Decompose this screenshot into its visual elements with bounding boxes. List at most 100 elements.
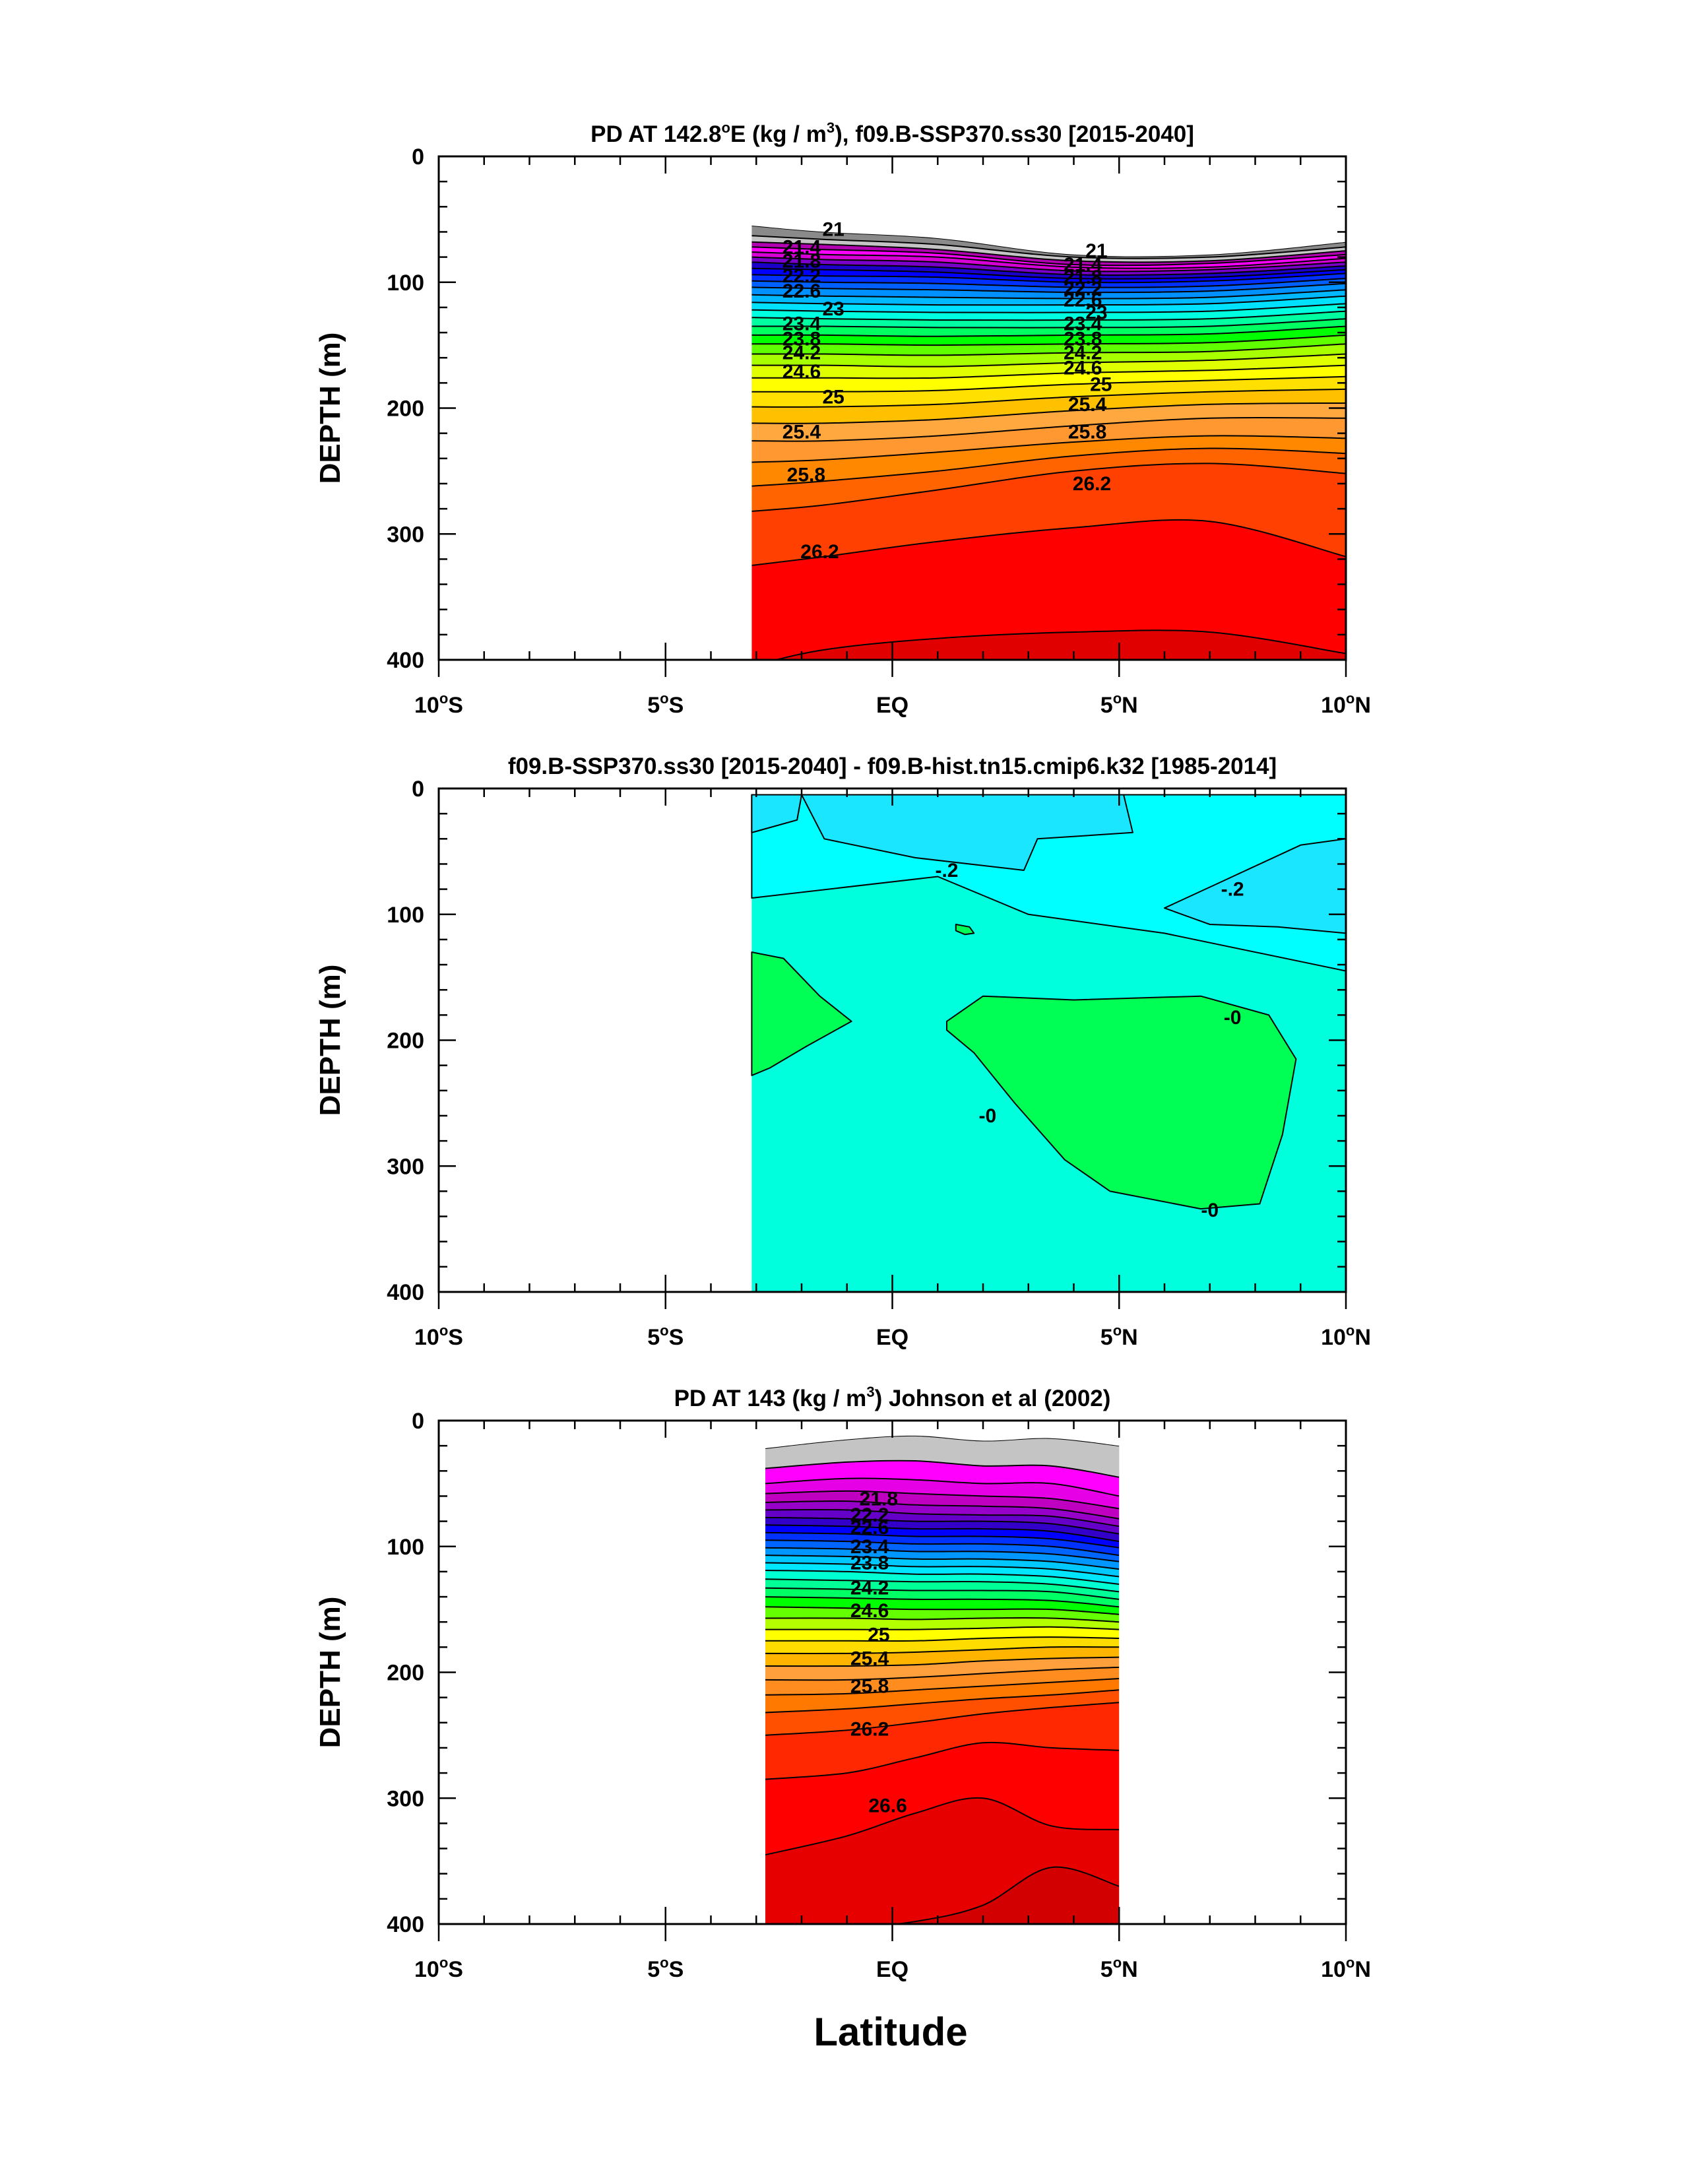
- contour-line: [751, 273, 1346, 284]
- contour-label: 26.2: [800, 541, 839, 563]
- x-tick-label: 10oS: [414, 1322, 463, 1350]
- contour-line: [751, 334, 1346, 346]
- x-tick-label: 10oS: [414, 1954, 463, 1982]
- region-band-mid: [751, 794, 1133, 871]
- contour-label: -.2: [935, 860, 958, 882]
- contour-line: [765, 1587, 1120, 1600]
- contour-line: [773, 629, 1346, 660]
- y-tick-label: 200: [387, 1029, 424, 1054]
- contour-line: [751, 282, 1346, 294]
- contour-line: [765, 1797, 1120, 1856]
- contour-line: [765, 1578, 1120, 1593]
- contour-label: 23.4: [782, 313, 821, 335]
- contour-label: 24.6: [850, 1600, 889, 1622]
- no-data-left: [439, 1421, 765, 1924]
- no-data-top: [751, 156, 1346, 257]
- y-tick-label: 300: [387, 1786, 424, 1811]
- contour-label: 22.6: [850, 1517, 889, 1539]
- contour-line: [751, 402, 1346, 424]
- contour-line: [751, 256, 1346, 273]
- x-tick-label: 5oN: [1100, 1322, 1138, 1350]
- y-tick-label: 300: [387, 1154, 424, 1179]
- contour-line: [751, 463, 1346, 512]
- contour-line: [751, 364, 1346, 379]
- contour-label: 25.4: [850, 1648, 889, 1670]
- contour-line: [751, 375, 1346, 393]
- contour-label: -0: [1201, 1200, 1219, 1221]
- contour-label: -0: [979, 1105, 997, 1127]
- x-tick-label: EQ: [876, 1325, 908, 1350]
- contour-line: [765, 1666, 1120, 1681]
- contour-line: [751, 295, 1346, 306]
- contour-label: -.2: [1221, 879, 1244, 901]
- contour-band: [776, 630, 1346, 660]
- contour-line: [751, 318, 1346, 329]
- contour-line: [765, 1678, 1120, 1696]
- x-tick-label: 5oN: [1100, 690, 1138, 718]
- contour-line: [765, 1702, 1120, 1736]
- panel-1-model-density: 2121.421.822.222.62323.423.824.224.62525…: [314, 119, 1371, 718]
- region-blob-right: [946, 995, 1297, 1210]
- contour-line: [751, 278, 1346, 288]
- contour-label: 23.4: [850, 1536, 889, 1558]
- contour-label: 21.8: [1064, 267, 1102, 288]
- plot-area: [439, 1421, 1346, 1924]
- contour-line: [765, 1646, 1120, 1655]
- contour-line: [751, 289, 1346, 300]
- panel-2-density-difference: -.2 -.2 -0 -0 -0 0 100 200 300 400 10oS 5oS EQ 5oN 10o…: [314, 754, 1371, 1350]
- x-tick-label: 5oS: [647, 1954, 684, 1982]
- contour-line: [765, 1500, 1120, 1520]
- contour-label: 22.6: [782, 280, 821, 302]
- x-tick-label: 10oS: [414, 690, 463, 718]
- contour-label: 25.8: [787, 465, 825, 486]
- contour-line: [751, 519, 1346, 566]
- contour-label: 23: [1085, 302, 1107, 324]
- contour-line: [751, 325, 1346, 337]
- contour-line: [765, 1626, 1120, 1630]
- contour-line: [751, 303, 1346, 313]
- contour-label: 26.6: [868, 1795, 907, 1817]
- region-blob-left: [751, 951, 852, 1076]
- y-tick-label: 400: [387, 1280, 424, 1305]
- contour-line: [765, 1562, 1120, 1578]
- contour-label: 21.4: [1064, 254, 1102, 276]
- y-tick-label: 200: [387, 1661, 424, 1686]
- contour-line: [891, 1866, 1120, 1924]
- y-axis-label: DEPTH (m): [314, 965, 346, 1116]
- contour-line: [751, 261, 1346, 276]
- chart-title: f09.B-SSP370.ss30 [2015-2040] - f09.B-hi…: [508, 754, 1277, 779]
- contour-label: 24.2: [782, 342, 821, 364]
- contour-label: 25.4: [1068, 394, 1107, 416]
- contour-label: 23: [822, 298, 844, 320]
- contour-label: 26.2: [850, 1718, 889, 1740]
- x-tick-label: 5oS: [647, 690, 684, 718]
- contour-line: [765, 1606, 1120, 1615]
- contour-label: 23.8: [1064, 329, 1102, 350]
- contour-label: 24.6: [782, 361, 821, 383]
- x-tick-label: 10oN: [1321, 1954, 1371, 1982]
- contour-line: [765, 1460, 1120, 1478]
- contour-line: [765, 1490, 1120, 1510]
- contour-label: -0: [1224, 1007, 1242, 1029]
- contour-label: 21.8: [860, 1488, 898, 1510]
- contour-line: [751, 388, 1346, 408]
- contour-line: [765, 1531, 1120, 1549]
- x-tick-label: 10oN: [1321, 1322, 1371, 1350]
- no-data-left: [439, 156, 752, 660]
- contour-band: [897, 1867, 1120, 1924]
- contour-line: [751, 343, 1346, 356]
- chart-title: PD AT 143 (kg / m3) Johnson et al (2002): [674, 1384, 1111, 1411]
- contour-line: [765, 1547, 1120, 1562]
- contour-line: [765, 1477, 1120, 1497]
- no-data-right: [1119, 1421, 1346, 1924]
- y-axis-label: DEPTH (m): [314, 1597, 346, 1749]
- region-patch-right: [1164, 838, 1346, 934]
- contour-line: [765, 1617, 1120, 1623]
- y-tick-label: 400: [387, 1912, 424, 1937]
- contour-label: 26.2: [1073, 473, 1111, 495]
- y-tick-label: 100: [387, 903, 424, 928]
- contour-label: 25: [868, 1624, 889, 1646]
- contour-line: [765, 1689, 1120, 1714]
- y-tick-label: 300: [387, 522, 424, 547]
